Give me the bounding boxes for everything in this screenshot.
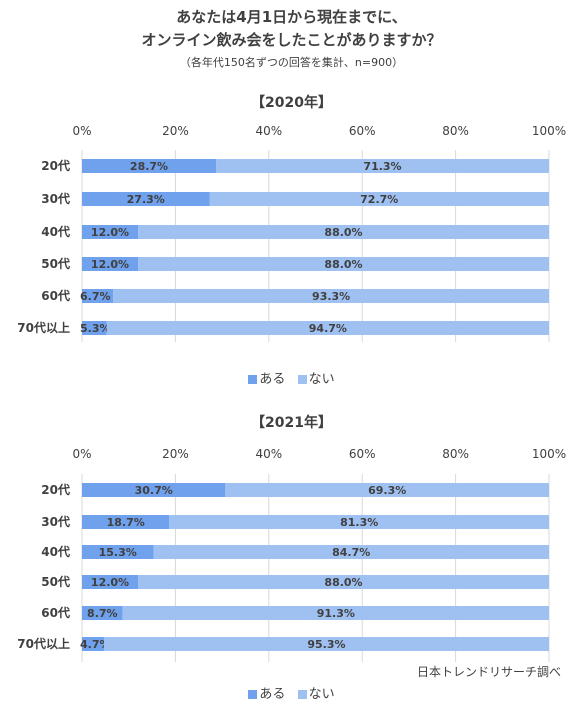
bar-segment-nai	[209, 192, 549, 206]
category-label: 70代以上	[17, 320, 70, 335]
legend-item-aru: ある	[248, 368, 285, 387]
bar-segment-nai	[106, 321, 549, 335]
x-tick-label: 40%	[255, 447, 282, 461]
bar-segment-aru	[82, 289, 114, 303]
category-label: 20代	[41, 158, 70, 173]
bar-segment-nai	[113, 289, 549, 303]
bar-segment-aru	[82, 225, 139, 239]
x-tick-label: 100%	[532, 447, 566, 461]
x-tick-label: 20%	[162, 124, 189, 138]
category-label: 40代	[41, 224, 70, 239]
x-tick-label: 40%	[255, 124, 282, 138]
data-label: 71.3%	[363, 160, 401, 173]
bar-segment-aru	[82, 192, 210, 206]
chart-title-line2: オンライン飲み会をしたことがありますか？	[141, 31, 442, 49]
bar-segment-aru	[82, 483, 226, 497]
data-label: 28.7%	[130, 160, 168, 173]
data-label: 27.3%	[127, 193, 165, 206]
bar-segment-aru	[82, 637, 104, 651]
chart-2020-title: 【2020年】	[251, 95, 332, 111]
data-label: 69.3%	[368, 484, 406, 497]
category-label: 30代	[41, 514, 70, 529]
bar-segment-aru	[82, 606, 123, 620]
data-label: 12.0%	[91, 226, 129, 239]
legend-item-nai: ない	[297, 683, 335, 702]
data-label: 72.7%	[360, 193, 398, 206]
x-tick-label: 80%	[442, 447, 469, 461]
legend-2020: ある ない	[0, 368, 583, 387]
data-label: 4.7%	[80, 638, 111, 651]
bar-segment-nai	[169, 515, 550, 529]
bar-segment-aru	[82, 575, 139, 589]
bar-segment-nai	[138, 225, 550, 239]
legend-label-nai: ない	[308, 372, 335, 387]
x-tick-label: 0%	[72, 447, 91, 461]
bar-segment-nai	[138, 257, 550, 271]
x-tick-label: 60%	[349, 447, 376, 461]
bar-segment-nai	[225, 483, 549, 497]
data-label: 88.0%	[324, 226, 362, 239]
bar-segment-aru	[82, 545, 154, 559]
data-label: 84.7%	[332, 546, 370, 559]
bar-segment-aru	[82, 159, 217, 173]
chart-title-line1: あなたは4月1日から現在までに、	[176, 8, 407, 26]
legend-item-nai: ない	[297, 368, 335, 387]
legend-swatch-aru	[248, 375, 258, 384]
legend-2021: ある ない	[0, 683, 583, 702]
category-label: 30代	[41, 191, 70, 206]
category-label: 60代	[41, 605, 70, 620]
bar-segment-nai	[138, 575, 550, 589]
legend-swatch-aru	[248, 690, 258, 699]
data-label: 6.7%	[80, 290, 111, 303]
legend-item-aru: ある	[248, 683, 285, 702]
bar-segment-nai	[153, 545, 550, 559]
data-label: 88.0%	[324, 258, 362, 271]
source-credit: 日本トレンドリサーチ調べ	[416, 665, 561, 679]
data-label: 18.7%	[107, 516, 145, 529]
x-tick-label: 80%	[442, 124, 469, 138]
data-label: 95.3%	[307, 638, 345, 651]
legend-label-aru: ある	[259, 372, 286, 387]
category-label: 40代	[41, 544, 70, 559]
category-label: 60代	[41, 288, 70, 303]
data-label: 94.7%	[309, 322, 347, 335]
category-label: 50代	[41, 256, 70, 271]
x-tick-label: 60%	[349, 124, 376, 138]
chart-subtitle: （各年代150名ずつの回答を集計、n=900）	[179, 56, 404, 69]
data-label: 8.7%	[87, 607, 118, 620]
legend-swatch-nai	[297, 690, 307, 699]
bar-segment-nai	[122, 606, 549, 620]
x-tick-label: 20%	[162, 447, 189, 461]
bar-segment-nai	[103, 637, 549, 651]
x-tick-label: 0%	[72, 124, 91, 138]
category-label: 20代	[41, 482, 70, 497]
legend-label-nai: ない	[308, 687, 335, 702]
bar-segment-aru	[82, 515, 170, 529]
data-label: 91.3%	[317, 607, 355, 620]
bar-segment-aru	[82, 257, 139, 271]
data-label: 88.0%	[324, 576, 362, 589]
data-label: 81.3%	[340, 516, 378, 529]
bar-segment-nai	[216, 159, 550, 173]
data-label: 12.0%	[91, 258, 129, 271]
legend-label-aru: ある	[259, 687, 286, 702]
x-tick-label: 100%	[532, 124, 566, 138]
legend-swatch-nai	[297, 375, 307, 384]
chart-2021-title: 【2021年】	[251, 415, 332, 431]
bar-segment-aru	[82, 321, 107, 335]
data-label: 15.3%	[99, 546, 137, 559]
data-label: 30.7%	[135, 484, 173, 497]
data-label: 93.3%	[312, 290, 350, 303]
data-label: 5.3%	[80, 322, 111, 335]
data-label: 12.0%	[91, 576, 129, 589]
category-label: 50代	[41, 574, 70, 589]
category-label: 70代以上	[17, 636, 70, 651]
